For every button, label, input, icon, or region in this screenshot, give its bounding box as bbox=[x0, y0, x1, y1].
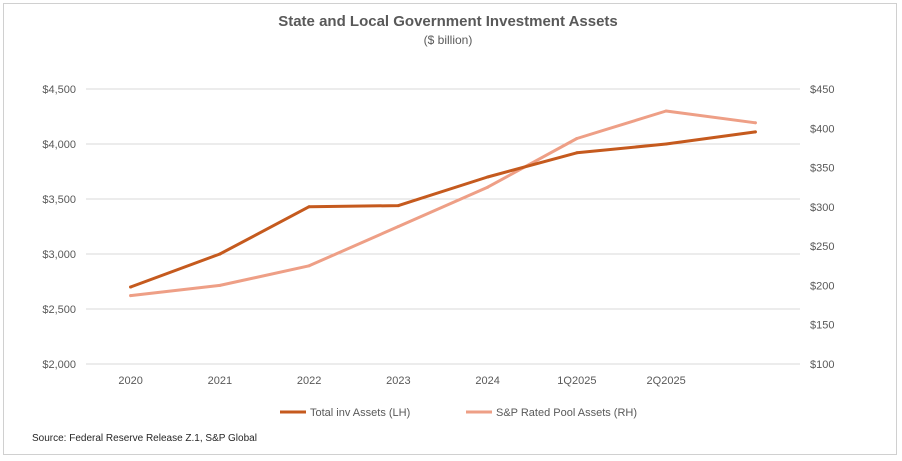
data-point-total-inv-assets bbox=[129, 285, 133, 289]
data-point-total-inv-assets bbox=[664, 142, 668, 146]
source-note: Source: Federal Reserve Release Z.1, S&P… bbox=[32, 433, 257, 444]
x-tick-label: 2020 bbox=[118, 375, 142, 387]
left-tick-label: $2,500 bbox=[42, 304, 76, 316]
series-layer bbox=[129, 109, 757, 298]
data-point-total-inv-assets bbox=[218, 252, 222, 256]
right-tick-label: $350 bbox=[810, 163, 834, 175]
left-tick-label: $2,000 bbox=[42, 359, 76, 371]
left-tick-label: $3,000 bbox=[42, 249, 76, 261]
chart-canvas: State and Local Government Investment As… bbox=[32, 13, 834, 444]
right-tick-label: $450 bbox=[810, 84, 834, 96]
x-tick-label: 2024 bbox=[475, 375, 499, 387]
right-tick-label: $200 bbox=[810, 280, 834, 292]
chart-subtitle: ($ billion) bbox=[424, 33, 473, 47]
x-tick-label: 2023 bbox=[386, 375, 410, 387]
legend: Total inv Assets (LH) S&P Rated Pool Ass… bbox=[280, 407, 637, 419]
data-point-sp-rated-pool-assets bbox=[664, 109, 668, 113]
data-point-sp-rated-pool-assets bbox=[575, 137, 579, 140]
grid-lines bbox=[86, 88, 800, 365]
x-tick-label: 2021 bbox=[208, 375, 232, 387]
chart-frame: State and Local Government Investment As… bbox=[3, 3, 897, 455]
data-point-total-inv-assets bbox=[396, 204, 400, 208]
right-tick-label: $150 bbox=[810, 320, 834, 332]
data-point-sp-rated-pool-assets bbox=[307, 264, 311, 268]
legend-label-sp-rated-pool-assets: S&P Rated Pool Assets (RH) bbox=[496, 407, 637, 419]
data-point-sp-rated-pool-assets bbox=[753, 121, 757, 125]
left-tick-label: $4,000 bbox=[42, 139, 76, 151]
data-point-sp-rated-pool-assets bbox=[486, 185, 490, 189]
right-tick-label: $100 bbox=[810, 359, 834, 371]
series-line-sp-rated-pool-assets bbox=[129, 109, 757, 298]
x-tick-label: 2022 bbox=[297, 375, 321, 387]
series-line-total-inv-assets bbox=[129, 130, 757, 289]
data-point-sp-rated-pool-assets bbox=[129, 294, 133, 298]
data-point-total-inv-assets bbox=[307, 205, 311, 209]
left-tick-label: $4,500 bbox=[42, 84, 76, 96]
right-tick-label: $250 bbox=[810, 241, 834, 253]
left-tick-label: $3,500 bbox=[42, 194, 76, 206]
data-point-total-inv-assets bbox=[486, 175, 490, 179]
right-axis: $100 $150 $200 $250 $300 $350 $400 $450 bbox=[810, 84, 834, 371]
legend-label-total-inv-assets: Total inv Assets (LH) bbox=[310, 407, 410, 419]
x-axis: 2020 2021 2022 2023 2024 1Q2025 2Q2025 bbox=[118, 375, 685, 387]
right-tick-label: $400 bbox=[810, 123, 834, 135]
data-point-sp-rated-pool-assets bbox=[396, 225, 400, 228]
left-axis: $2,000 $2,500 $3,000 $3,500 $4,000 $4,500 bbox=[42, 84, 76, 371]
x-tick-label: 2Q2025 bbox=[647, 375, 686, 387]
x-tick-label: 1Q2025 bbox=[557, 375, 596, 387]
data-point-total-inv-assets bbox=[753, 130, 757, 134]
data-point-sp-rated-pool-assets bbox=[218, 283, 222, 287]
chart-title: State and Local Government Investment As… bbox=[278, 13, 618, 30]
data-point-total-inv-assets bbox=[575, 151, 579, 155]
right-tick-label: $300 bbox=[810, 202, 834, 214]
